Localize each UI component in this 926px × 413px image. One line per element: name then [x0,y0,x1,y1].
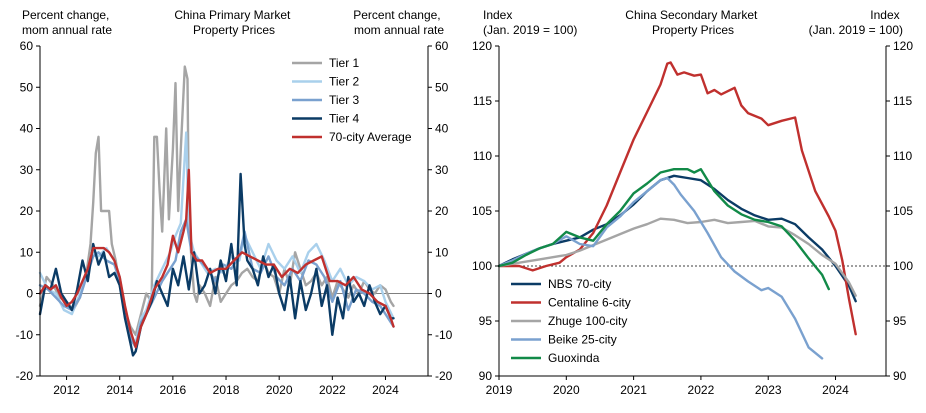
left-xtick-label: 2020 [266,383,293,397]
right-y-axis-label-right-line-2: (Jan. 2019 = 100) [809,23,903,37]
right-y-axis-label-right: Index (Jan. 2019 = 100) [809,8,903,37]
left-ytick-left-label: 0 [26,287,33,301]
right-ytick-right-label: 90 [893,369,907,383]
left-series-line-70-city-average [38,168,395,349]
right-y-axis-label-left-line-2: (Jan. 2019 = 100) [483,23,577,37]
right-ytick-left-label: 90 [479,369,493,383]
right-ytick-right-label: 110 [893,149,912,163]
right-legend-label: Centaline 6-city [548,296,631,310]
left-chart-title: China Primary Market Property Prices [174,8,293,37]
left-ytick-right-label: 20 [435,204,449,218]
left-ytick-right-label: 60 [435,39,449,53]
right-ytick-left-label: 100 [472,259,492,273]
left-xtick-label: 2016 [160,383,187,397]
left-ytick-right-label: 30 [435,163,449,177]
right-legend-label: NBS 70-city [548,277,611,291]
right-axes: 90 90 95 95 100 100 105 105 110 110 115 115 120 120 20… [472,39,913,397]
right-ytick-left-label: 105 [472,204,492,218]
right-y-axis-label-left-line-1: Index [483,8,512,22]
left-legend-label: 70-city Average [329,130,412,144]
right-xtick-label: 2020 [553,383,580,397]
right-ytick-left-label: 110 [473,149,492,163]
left-xtick-label: 2014 [106,383,133,397]
left-legend: Tier 1 Tier 2 Tier 3 Tier 4 70-city Average [292,56,412,144]
left-ytick-right-label: 40 [435,122,449,136]
right-ytick-left-label: 95 [479,314,493,328]
right-xtick-label: 2019 [486,383,513,397]
right-legend-label: Zhuge 100-city [548,314,627,328]
right-legend-label: Guoxinda [548,351,600,365]
right-series-group [497,61,857,360]
left-xtick-label: 2024 [372,383,399,397]
right-chart-title: China Secondary Market Property Prices [625,8,760,37]
right-xtick-label: 2024 [822,383,849,397]
left-ytick-left-label: 30 [20,163,34,177]
right-ytick-right-label: 105 [893,204,913,218]
left-ytick-left-label: -20 [16,369,34,383]
left-legend-label: Tier 2 [329,75,360,89]
left-y-axis-label-right-line-1: Percent change, [353,8,440,22]
right-series-line-nbs-70-city [497,174,857,303]
right-ytick-left-label: 120 [472,39,492,53]
right-series-line-guoxinda [497,167,830,291]
right-legend-label: Beike 25-city [548,333,617,347]
left-legend-label: Tier 4 [329,112,360,126]
right-ytick-right-label: 95 [893,314,907,328]
left-ytick-right-label: 50 [435,80,449,94]
left-chart-title-line-1: China Primary Market [174,8,291,22]
left-ytick-left-label: -10 [16,328,34,342]
left-ytick-right-label: -20 [435,369,453,383]
left-series-line-tier-4 [38,172,395,357]
left-ytick-left-label: 40 [20,122,34,136]
left-series-group [38,65,395,357]
right-chart-title-line-2: Property Prices [652,23,734,37]
left-series-line-tier-1 [38,65,395,336]
right-series-line-zhuge-100-city [497,217,857,297]
right-series-line-centaline-6-city [497,61,857,336]
left-ytick-left-label: 20 [20,204,34,218]
left-y-axis-label-right-line-2: mom annual rate [354,23,444,37]
left-ytick-left-label: 60 [20,39,34,53]
left-legend-label: Tier 1 [329,56,360,70]
left-ytick-left-label: 50 [20,80,34,94]
left-y-axis-label-right: Percent change, mom annual rate [353,8,444,37]
right-ytick-right-label: 115 [893,94,912,108]
right-xtick-label: 2022 [688,383,715,397]
right-y-axis-label-right-line-1: Index [870,8,899,22]
left-y-axis-label-left-line-1: Percent change, [22,8,109,22]
right-xtick-label: 2021 [620,383,647,397]
left-ytick-right-label: 0 [435,287,442,301]
left-ytick-left-label: 10 [20,245,34,259]
left-xtick-label: 2018 [213,383,240,397]
right-legend: NBS 70-city Centaline 6-city Zhuge 100-cit… [511,277,631,365]
right-series-line-beike-25-city [497,176,824,360]
left-chart-panel: China Primary Market Property Prices Per… [16,8,453,397]
right-xtick-label: 2023 [755,383,782,397]
left-y-axis-label-left: Percent change, mom annual rate [22,8,113,37]
left-legend-label: Tier 3 [329,93,360,107]
right-chart-panel: China Secondary Market Property Prices I… [472,8,913,397]
left-chart-title-line-2: Property Prices [193,23,275,37]
right-ytick-right-label: 100 [893,259,913,273]
left-xtick-label: 2022 [319,383,346,397]
left-y-axis-label-left-line-2: mom annual rate [22,23,112,37]
right-ytick-left-label: 115 [473,94,492,108]
right-chart-title-line-1: China Secondary Market [625,8,758,22]
left-xtick-label: 2012 [53,383,80,397]
right-ytick-right-label: 120 [893,39,913,53]
left-ytick-right-label: -10 [435,328,453,342]
right-y-axis-label-left: Index (Jan. 2019 = 100) [483,8,577,37]
left-ytick-right-label: 10 [435,245,449,259]
